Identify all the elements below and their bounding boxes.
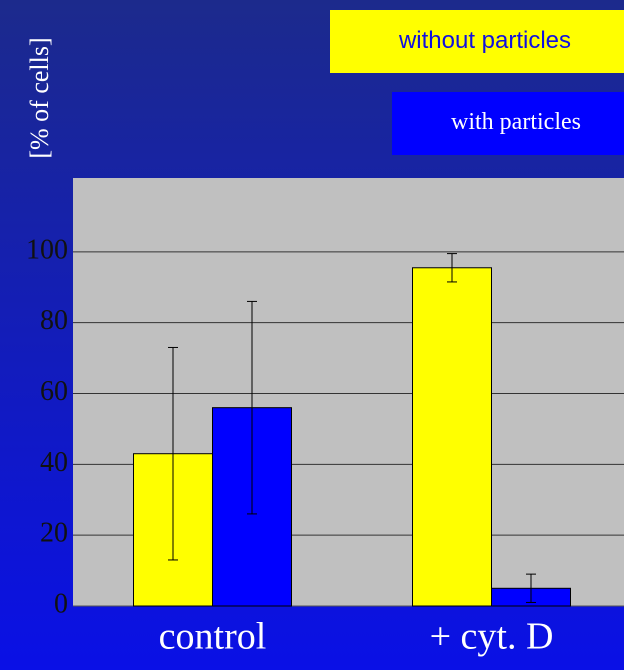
y-tick-label: 60 [40, 376, 68, 407]
legend-label: without particles [398, 27, 571, 54]
y-tick-label: 40 [40, 447, 68, 478]
y-tick-label: 80 [40, 305, 68, 336]
legend-swatch [330, 10, 624, 73]
y-axis-label: [% of cells] [25, 37, 54, 158]
y-tick-label: 0 [54, 588, 68, 619]
bar [412, 267, 492, 607]
legend-swatch [392, 92, 624, 155]
x-tick-label: control [159, 616, 267, 658]
y-tick-label: 100 [26, 234, 68, 265]
y-tick-label: 20 [40, 518, 68, 549]
legend-label: with particles [451, 109, 581, 135]
x-tick-label: + cyt. D [430, 616, 554, 658]
